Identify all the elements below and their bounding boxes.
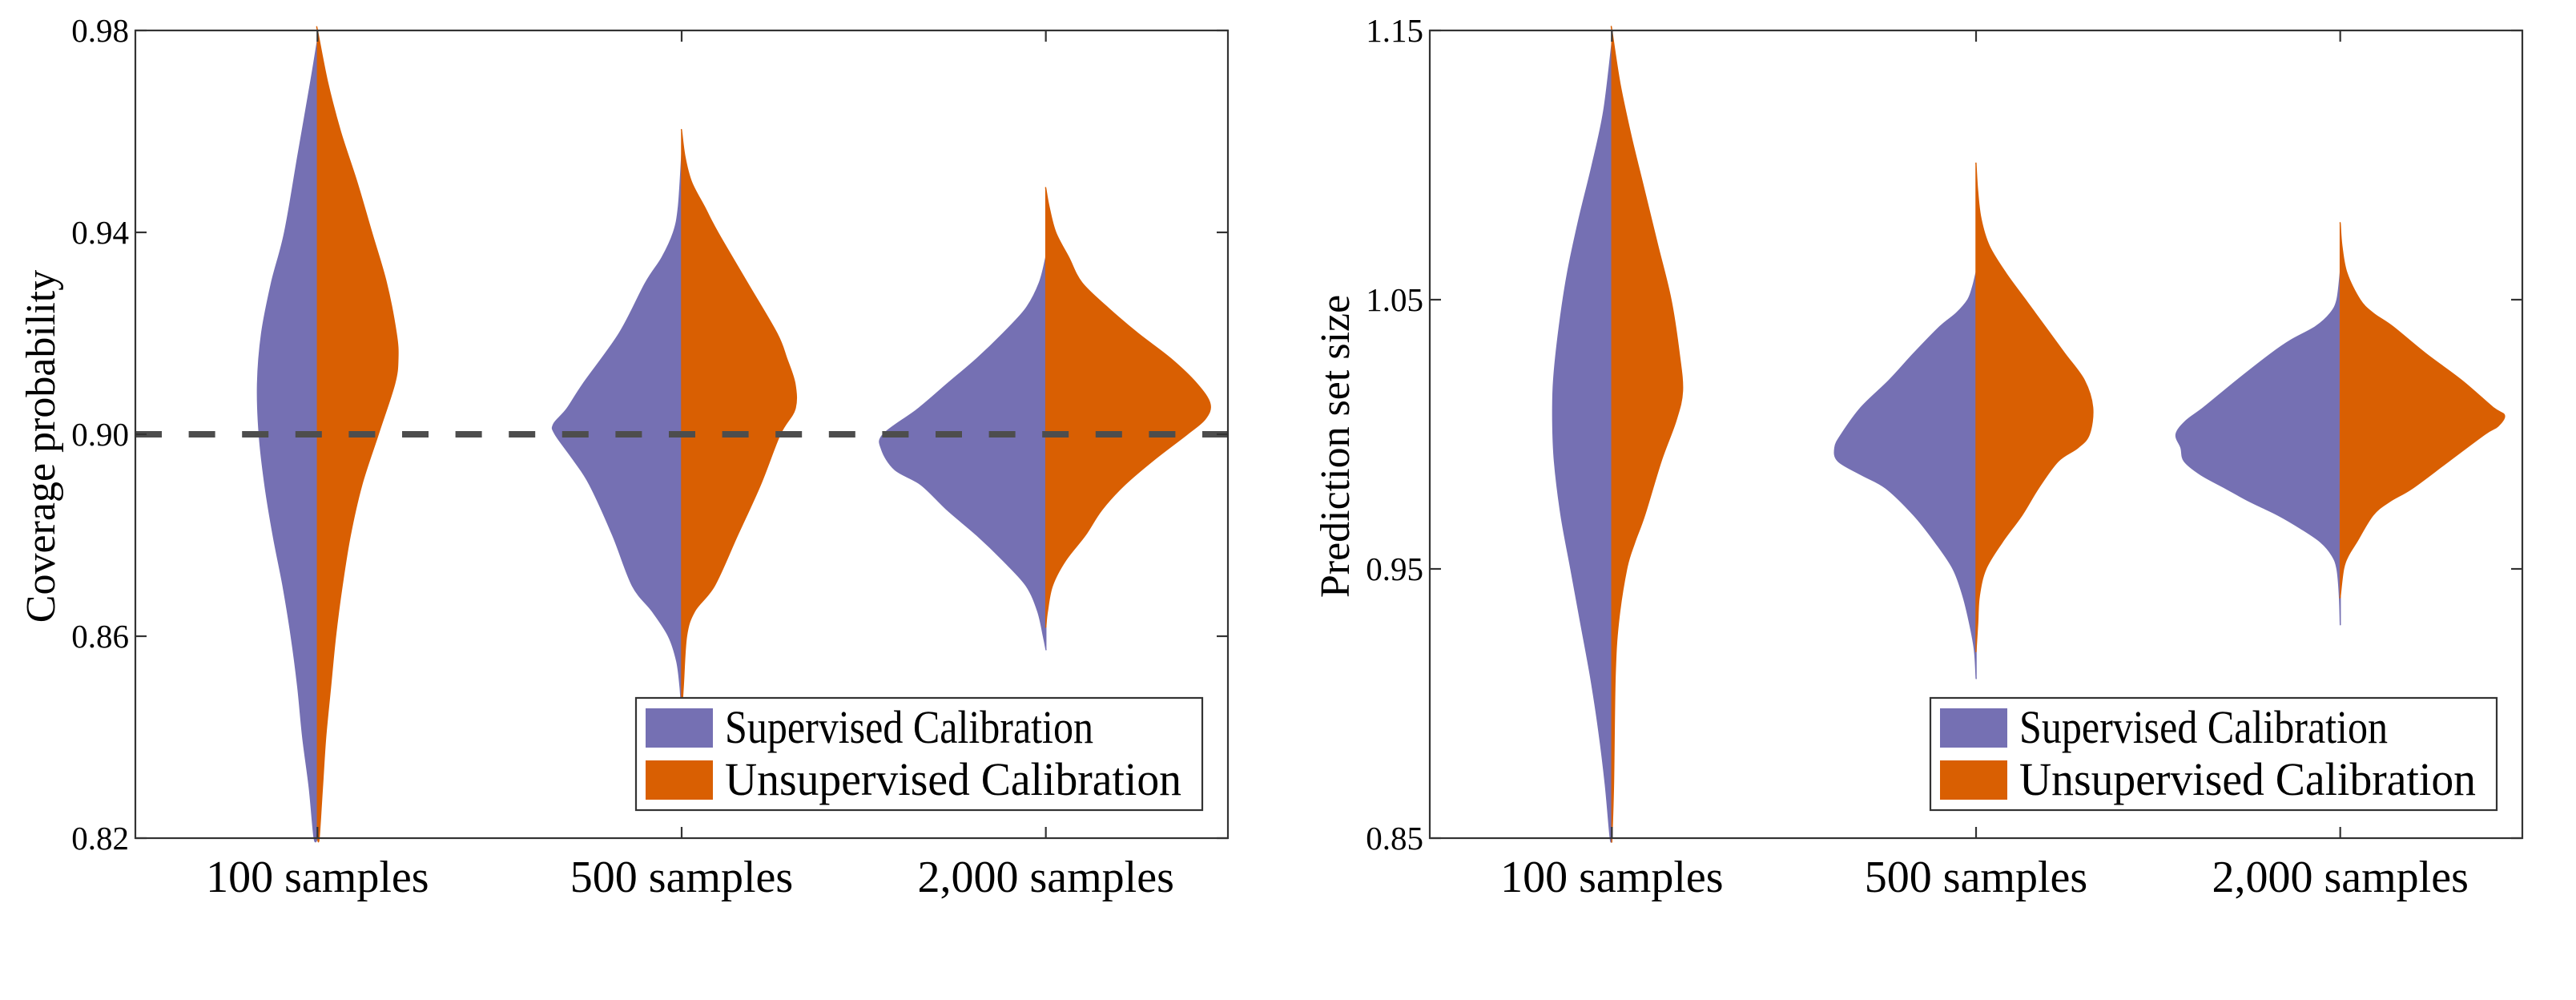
y-axis-label: Prediction set size xyxy=(1313,295,1358,598)
legend-swatch-supervised xyxy=(646,708,713,748)
legend-swatch-unsupervised xyxy=(1940,760,2007,800)
violin-unsupervised-500samples xyxy=(1975,162,2094,653)
violin-unsupervised-2000samples xyxy=(1044,187,1211,628)
x-category-labels: 100 samples 500 samples 2,000 samples xyxy=(206,853,1174,902)
violin-unsupervised-2000samples xyxy=(2339,222,2506,599)
y-tick-labels: 0.82 0.86 0.90 0.94 0.98 xyxy=(71,12,129,857)
legend: Supervised Calibration Unsupervised Cali… xyxy=(1929,696,2498,812)
y-tick-label: 0.85 xyxy=(1366,820,1423,857)
x-category-label: 500 samples xyxy=(570,853,793,902)
violin-supervised-500samples xyxy=(1833,271,1978,679)
legend-box xyxy=(1929,696,2498,812)
legend-label-supervised: Supervised Calibration xyxy=(2019,701,2388,753)
legend-label-supervised: Supervised Calibration xyxy=(725,701,1093,753)
y-tick-label: 0.95 xyxy=(1366,550,1423,587)
y-tick-label: 0.90 xyxy=(71,416,129,453)
y-tick-labels: 0.85 0.95 1.05 1.15 xyxy=(1366,12,1423,857)
ticks-group xyxy=(135,29,1228,840)
legend-swatch-supervised xyxy=(1940,708,2007,748)
coverage-probability-panel: 0.82 0.86 0.90 0.94 0.98 100 samples 500 samp… xyxy=(18,12,1230,902)
violin-supervised-2000samples xyxy=(879,255,1048,651)
y-tick-label: 0.86 xyxy=(71,618,129,655)
x-category-label: 100 samples xyxy=(1500,853,1723,902)
legend-box xyxy=(634,696,1204,812)
violin-unsupervised-500samples xyxy=(680,128,798,715)
y-tick-label: 0.82 xyxy=(71,820,129,857)
violin-unsupervised-100samples xyxy=(1610,26,1684,843)
y-axis-label: Coverage probability xyxy=(18,270,64,623)
ticks-group xyxy=(1430,29,2522,840)
x-category-label: 100 samples xyxy=(206,853,429,902)
x-category-labels: 100 samples 500 samples 2,000 samples xyxy=(1500,853,2469,902)
x-category-label: 2,000 samples xyxy=(2212,853,2468,902)
violin-supervised-100samples xyxy=(256,37,319,843)
x-category-label: 2,000 samples xyxy=(917,853,1173,902)
y-tick-label: 0.98 xyxy=(71,12,129,49)
y-tick-label: 1.05 xyxy=(1366,281,1423,318)
violin-supervised-100samples xyxy=(1552,38,1613,843)
x-category-label: 500 samples xyxy=(1865,853,2087,902)
violin-supervised-2000samples xyxy=(2175,270,2341,626)
y-tick-label: 0.94 xyxy=(71,214,129,251)
legend-label-unsupervised: Unsupervised Calibration xyxy=(2019,753,2476,805)
y-tick-label: 1.15 xyxy=(1366,12,1423,49)
legend: Supervised Calibration Unsupervised Cali… xyxy=(634,696,1204,812)
legend-swatch-unsupervised xyxy=(646,760,713,800)
prediction-set-size-panel: 0.85 0.95 1.05 1.15 100 samples 500 samples 2… xyxy=(1313,12,2524,902)
legend-label-unsupervised: Unsupervised Calibration xyxy=(725,753,1181,805)
violins-group xyxy=(1552,26,2506,843)
